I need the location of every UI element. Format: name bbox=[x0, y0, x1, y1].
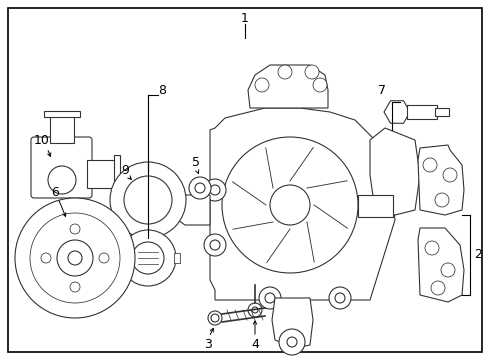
Circle shape bbox=[210, 185, 220, 195]
Text: 6: 6 bbox=[51, 185, 59, 198]
Text: 9: 9 bbox=[121, 163, 129, 176]
Text: 3: 3 bbox=[204, 338, 212, 351]
Circle shape bbox=[329, 287, 351, 309]
Circle shape bbox=[132, 242, 164, 274]
Circle shape bbox=[265, 293, 275, 303]
Circle shape bbox=[423, 158, 437, 172]
Circle shape bbox=[110, 162, 186, 238]
Bar bbox=[114, 155, 120, 193]
Circle shape bbox=[15, 198, 135, 318]
Circle shape bbox=[270, 185, 310, 225]
Text: 2: 2 bbox=[474, 248, 482, 261]
Bar bbox=[435, 108, 449, 116]
Circle shape bbox=[208, 311, 222, 325]
Text: 7: 7 bbox=[378, 84, 386, 96]
Circle shape bbox=[30, 213, 120, 303]
Circle shape bbox=[435, 193, 449, 207]
Polygon shape bbox=[370, 128, 420, 215]
Text: 1: 1 bbox=[241, 12, 249, 24]
FancyBboxPatch shape bbox=[31, 137, 92, 198]
Text: 4: 4 bbox=[251, 338, 259, 351]
Circle shape bbox=[57, 240, 93, 276]
Circle shape bbox=[70, 224, 80, 234]
Circle shape bbox=[305, 65, 319, 79]
Bar bbox=[116, 253, 122, 263]
Bar bbox=[50, 115, 74, 143]
Polygon shape bbox=[248, 65, 328, 108]
Circle shape bbox=[195, 183, 205, 193]
Circle shape bbox=[204, 234, 226, 256]
Circle shape bbox=[287, 337, 297, 347]
Circle shape bbox=[210, 240, 220, 250]
Circle shape bbox=[313, 78, 327, 92]
Circle shape bbox=[259, 287, 281, 309]
Bar bbox=[174, 253, 180, 263]
Circle shape bbox=[441, 263, 455, 277]
Circle shape bbox=[255, 78, 269, 92]
Circle shape bbox=[211, 314, 219, 322]
Circle shape bbox=[335, 293, 345, 303]
Circle shape bbox=[252, 307, 258, 313]
Text: 10: 10 bbox=[34, 134, 50, 147]
Polygon shape bbox=[272, 298, 313, 348]
Circle shape bbox=[278, 65, 292, 79]
Bar bbox=[407, 105, 437, 119]
Circle shape bbox=[70, 282, 80, 292]
Circle shape bbox=[425, 241, 439, 255]
Text: 8: 8 bbox=[158, 84, 166, 96]
Bar bbox=[44, 111, 80, 117]
Circle shape bbox=[431, 281, 445, 295]
Circle shape bbox=[204, 179, 226, 201]
Bar bbox=[358, 195, 393, 217]
Bar bbox=[87, 160, 117, 188]
Polygon shape bbox=[418, 145, 464, 215]
Polygon shape bbox=[418, 228, 464, 302]
Circle shape bbox=[68, 251, 82, 265]
Circle shape bbox=[222, 137, 358, 273]
Circle shape bbox=[443, 168, 457, 182]
Text: 5: 5 bbox=[192, 156, 200, 168]
Circle shape bbox=[248, 303, 262, 317]
Polygon shape bbox=[210, 108, 395, 300]
Circle shape bbox=[120, 230, 176, 286]
Circle shape bbox=[41, 253, 51, 263]
Circle shape bbox=[189, 177, 211, 199]
Circle shape bbox=[48, 166, 76, 194]
Circle shape bbox=[124, 176, 172, 224]
Circle shape bbox=[99, 253, 109, 263]
Circle shape bbox=[279, 329, 305, 355]
Polygon shape bbox=[178, 195, 210, 225]
